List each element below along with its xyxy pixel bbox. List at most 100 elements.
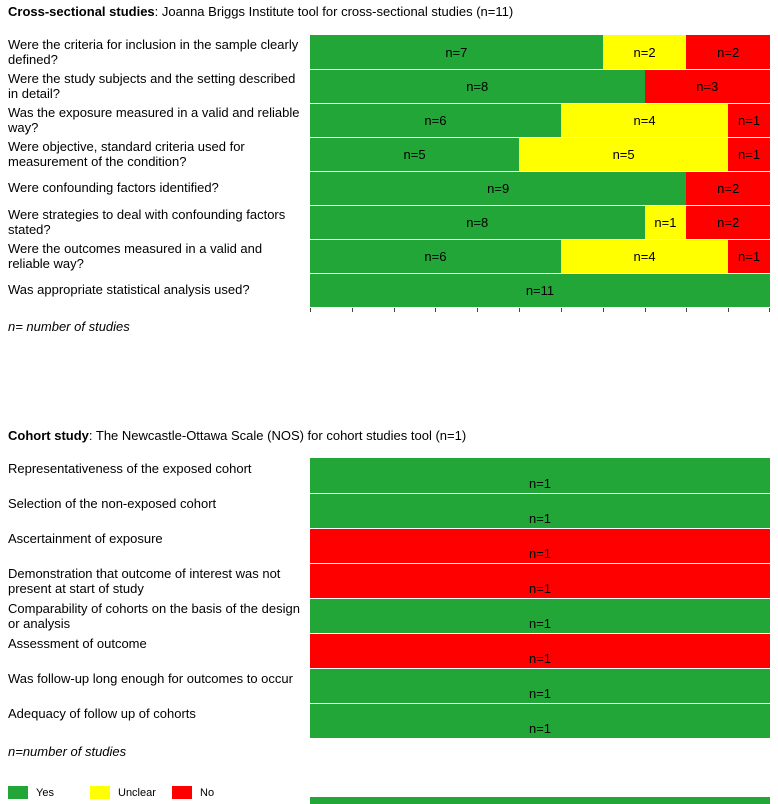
category-label: Comparability of cohorts on the basis of… bbox=[8, 601, 300, 632]
bar-value-label: n=1 bbox=[528, 476, 552, 491]
bar-value-label: n=4 bbox=[633, 113, 656, 128]
axis-tick bbox=[310, 308, 311, 312]
cross-sectional-stacked-bar-chart: Were the criteria for inclusion in the s… bbox=[8, 35, 770, 307]
cohort-chart-title: Cohort study: The Newcastle-Ottawa Scale… bbox=[8, 428, 466, 443]
category-label: Were the criteria for inclusion in the s… bbox=[8, 36, 299, 67]
category-label: Was appropriate statistical analysis use… bbox=[8, 282, 250, 298]
stacked-bar: n=11 bbox=[310, 273, 770, 307]
bar-value-label: n=6 bbox=[424, 113, 447, 128]
legend-swatch-yes bbox=[8, 786, 28, 799]
category-label: Were the outcomes measured in a valid an… bbox=[8, 240, 263, 271]
bar-segment-no: n=1 bbox=[310, 634, 770, 668]
bar-value-label: n=1 bbox=[528, 721, 552, 736]
bar-segment-no: n=1 bbox=[310, 564, 770, 598]
stacked-bar: n=7 n=2 n=2 bbox=[310, 35, 770, 69]
category-label: Demonstration that outcome of interest w… bbox=[8, 566, 281, 597]
category-label: Adequacy of follow up of cohorts bbox=[8, 706, 196, 721]
axis-tick bbox=[393, 308, 395, 312]
axis-tick bbox=[686, 308, 688, 312]
chart-title-rest: : Joanna Briggs Institute tool for cross… bbox=[154, 4, 514, 19]
category-label: Ascertainment of exposure bbox=[8, 531, 163, 546]
category-label: Assessment of outcome bbox=[8, 636, 147, 651]
chart-row: Ascertainment of exposure n=1 bbox=[8, 528, 770, 563]
stacked-bar: n=1 bbox=[310, 633, 770, 668]
bar-segment-yes: n=1 bbox=[310, 494, 770, 528]
bar-value-label: n=2 bbox=[717, 215, 740, 230]
bar-value-label: n=8 bbox=[466, 79, 489, 94]
chart-row: Was follow-up long enough for outcomes t… bbox=[8, 668, 770, 703]
bar-value-label: n=1 bbox=[738, 147, 761, 162]
chart-row: Were strategies to deal with confounding… bbox=[8, 205, 770, 239]
bar-value-label: n=1 bbox=[654, 215, 677, 230]
bar-segment-yes: n=1 bbox=[310, 669, 770, 703]
category-label: Selection of the non-exposed cohort bbox=[8, 496, 217, 511]
bar-segment-yes: n=7 bbox=[310, 35, 603, 69]
bar-value-label: n=1 bbox=[738, 113, 761, 128]
chart-row: Were confounding factors identified? n=9 n… bbox=[8, 171, 770, 205]
bar-segment-yes: n=8 bbox=[310, 206, 645, 239]
legend-swatch-unclear bbox=[90, 786, 110, 799]
axis-tick bbox=[728, 308, 730, 312]
axis-tick bbox=[435, 308, 437, 312]
legend-item-yes: Yes bbox=[8, 786, 90, 799]
bar-segment-yes: n=1 bbox=[310, 704, 770, 738]
cropped-next-bar bbox=[310, 797, 770, 804]
legend-item-unclear: Unclear bbox=[90, 786, 172, 799]
stacked-bar: n=9 n=2 bbox=[310, 171, 770, 205]
bar-segment-unclear: n=2 bbox=[602, 35, 687, 69]
chart-title-bold: Cross-sectional studies bbox=[8, 4, 155, 19]
stacked-bar: n=6 n=4 n=1 bbox=[310, 103, 770, 137]
bar-segment-yes: n=5 bbox=[310, 138, 520, 171]
category-label: Were objective, standard criteria used f… bbox=[8, 138, 245, 169]
axis-tick bbox=[519, 308, 521, 312]
chart-title-bold: Cohort study bbox=[8, 428, 89, 443]
chart-row: Were the study subjects and the setting … bbox=[8, 69, 770, 103]
bar-segment-yes: n=6 bbox=[310, 240, 561, 273]
chart-title-rest: : The Newcastle-Ottawa Scale (NOS) for c… bbox=[88, 428, 467, 443]
chart-row: Was appropriate statistical analysis use… bbox=[8, 273, 770, 307]
axis-tick bbox=[602, 308, 604, 312]
bar-segment-yes: n=1 bbox=[310, 458, 770, 493]
bar-segment-unclear: n=5 bbox=[519, 138, 729, 171]
chart-row: Was the exposure measured in a valid and… bbox=[8, 103, 770, 137]
bar-value-label: n=1 bbox=[738, 249, 761, 264]
stacked-bar: n=1 bbox=[310, 563, 770, 598]
bar-value-label: n=4 bbox=[633, 249, 656, 264]
stacked-bar: n=8 n=1 n=2 bbox=[310, 205, 770, 239]
category-label: Were the study subjects and the setting … bbox=[8, 70, 296, 101]
chart-note: n= number of studies bbox=[8, 319, 130, 334]
category-label: Were strategies to deal with confounding… bbox=[8, 206, 286, 237]
category-label: Was the exposure measured in a valid and… bbox=[8, 104, 300, 135]
bar-value-label: n=1 bbox=[528, 546, 552, 561]
legend-swatch-no bbox=[172, 786, 192, 799]
bar-segment-no: n=1 bbox=[728, 138, 770, 171]
bar-segment-unclear: n=4 bbox=[560, 104, 729, 137]
legend-label-unclear: Unclear bbox=[118, 786, 156, 799]
bar-value-label: n=1 bbox=[528, 511, 552, 526]
chart-row: Comparability of cohorts on the basis of… bbox=[8, 598, 770, 633]
chart-note: n=number of studies bbox=[8, 744, 127, 759]
chart-row: Demonstration that outcome of interest w… bbox=[8, 563, 770, 598]
axis-tick bbox=[644, 308, 646, 312]
legend: Yes Unclear No bbox=[8, 786, 254, 799]
bar-value-label: n=11 bbox=[525, 283, 555, 298]
chart-row: Were objective, standard criteria used f… bbox=[8, 137, 770, 171]
bar-segment-yes: n=6 bbox=[310, 104, 561, 137]
bar-value-label: n=2 bbox=[717, 44, 740, 60]
bar-segment-yes: n=8 bbox=[310, 70, 645, 103]
stacked-bar: n=8 n=3 bbox=[310, 69, 770, 103]
bar-segment-no: n=1 bbox=[310, 529, 770, 563]
category-label: Representativeness of the exposed cohort bbox=[8, 461, 252, 476]
axis-tick bbox=[477, 308, 479, 312]
stacked-bar: n=6 n=4 n=1 bbox=[310, 239, 770, 273]
stacked-bar: n=1 bbox=[310, 668, 770, 703]
bar-segment-no: n=2 bbox=[686, 35, 770, 69]
bar-segment-no: n=1 bbox=[728, 240, 770, 273]
chart-row: Representativeness of the exposed cohort… bbox=[8, 458, 770, 493]
bar-value-label: n=6 bbox=[424, 249, 447, 264]
bar-value-label: n=2 bbox=[633, 44, 656, 60]
stacked-bar: n=1 bbox=[310, 493, 770, 528]
legend-label-no: No bbox=[200, 786, 215, 799]
bar-segment-yes: n=1 bbox=[310, 599, 770, 633]
